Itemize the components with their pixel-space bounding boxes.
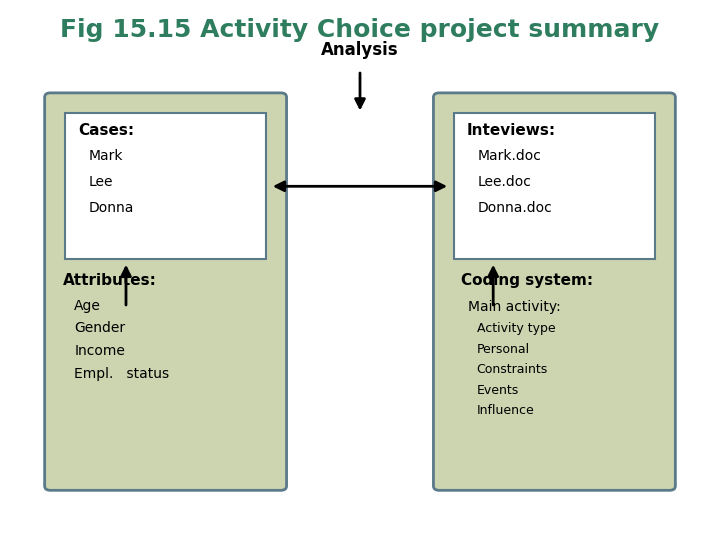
Text: Influence: Influence xyxy=(477,404,534,417)
Text: Empl.   status: Empl. status xyxy=(74,367,169,381)
Text: Personal: Personal xyxy=(477,343,530,356)
Text: Analysis: Analysis xyxy=(321,42,399,59)
Text: Main activity:: Main activity: xyxy=(468,300,561,314)
Text: Constraints: Constraints xyxy=(477,363,548,376)
Text: Mark: Mark xyxy=(89,149,123,163)
Text: Coding system:: Coding system: xyxy=(461,273,593,288)
Text: Cases:: Cases: xyxy=(78,123,134,138)
FancyBboxPatch shape xyxy=(45,93,287,490)
Text: Mark.doc: Mark.doc xyxy=(477,149,541,163)
Text: Income: Income xyxy=(74,344,125,358)
Text: Age: Age xyxy=(74,299,101,313)
Text: Activity type: Activity type xyxy=(477,322,555,335)
Text: Donna: Donna xyxy=(89,201,134,215)
Text: Attributes:: Attributes: xyxy=(63,273,157,288)
Text: Gender: Gender xyxy=(74,321,125,335)
Text: Events: Events xyxy=(477,384,519,397)
Text: Inteviews:: Inteviews: xyxy=(467,123,556,138)
Bar xyxy=(65,113,266,259)
Text: Lee: Lee xyxy=(89,175,113,189)
Text: Donna.doc: Donna.doc xyxy=(477,201,552,215)
Text: Fig 15.15 Activity Choice project summary: Fig 15.15 Activity Choice project summar… xyxy=(60,18,660,42)
FancyBboxPatch shape xyxy=(433,93,675,490)
Bar xyxy=(454,113,655,259)
Text: Lee.doc: Lee.doc xyxy=(477,175,531,189)
